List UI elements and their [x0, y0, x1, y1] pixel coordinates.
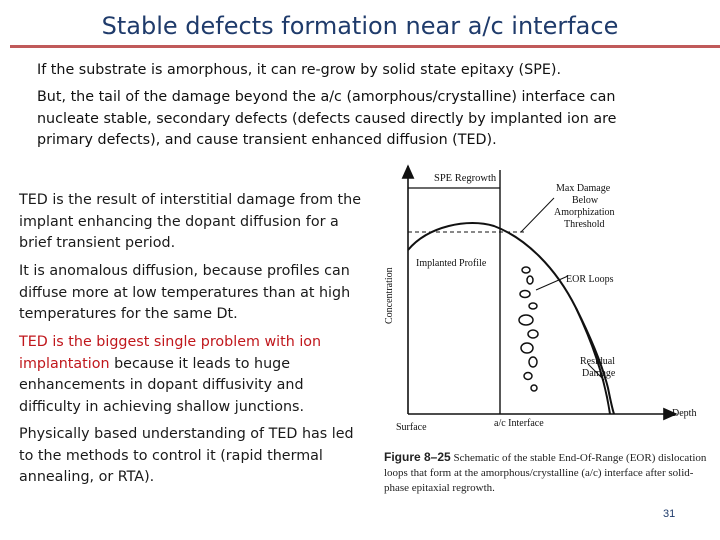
figure-caption-text: Schematic of the stable End-Of-Range (EO…: [384, 452, 707, 494]
surface-label: Surface: [396, 422, 427, 433]
residual-damage-pointer: [587, 363, 605, 381]
figure-caption: Figure 8–25 Schematic of the stable End-…: [384, 450, 714, 496]
eor-schematic-figure: SPE Regrowth Max Damage Below Amorphizat…: [384, 164, 696, 433]
figure-number: Figure 8–25: [384, 450, 451, 464]
eor-loops: [518, 266, 539, 392]
max-damage-label-4: Threshold: [564, 219, 605, 230]
max-damage-label-3: Amorphization: [554, 207, 615, 218]
slide-title: Stable defects formation near a/c interf…: [101, 12, 619, 40]
implanted-profile-curve: [407, 222, 611, 415]
page-number: 31: [663, 508, 676, 520]
max-damage-label-2: Below: [572, 195, 599, 206]
intro-paragraph-2: But, the tail of the damage beyond the a…: [37, 89, 617, 148]
residual-damage-label-1: Residual: [580, 356, 615, 367]
residual-damage-label-2: Damage: [582, 368, 616, 379]
bullet-text: because it leads to huge enhancements in…: [19, 355, 305, 415]
eor-loops-label: EOR Loops: [566, 274, 614, 285]
bullet-understanding-ted: Physically based understanding of TED ha…: [19, 426, 354, 485]
residual-damage-curve: [575, 307, 615, 415]
bullet-biggest-problem: TED is the biggest single problem with i…: [19, 332, 369, 418]
bullet-ted-definition: TED is the result of interstitial damage…: [19, 192, 362, 251]
implanted-profile-label: Implanted Profile: [416, 258, 487, 269]
bullet-anomalous-diffusion: It is anomalous diffusion, because profi…: [19, 263, 351, 322]
ac-interface-label: a/c Interface: [494, 418, 544, 429]
eor-loops-pointer: [535, 275, 569, 291]
title-divider: [10, 45, 720, 48]
max-damage-label-1: Max Damage: [556, 183, 611, 194]
depth-axis-label: Depth: [672, 408, 696, 419]
intro-paragraph-1: If the substrate is amorphous, it can re…: [37, 62, 561, 78]
spe-regrowth-label: SPE Regrowth: [434, 173, 497, 184]
concentration-axis-label: Concentration: [384, 267, 395, 324]
max-damage-pointer: [520, 197, 555, 233]
highlighted-text: TED is the biggest single problem with i…: [19, 334, 322, 372]
